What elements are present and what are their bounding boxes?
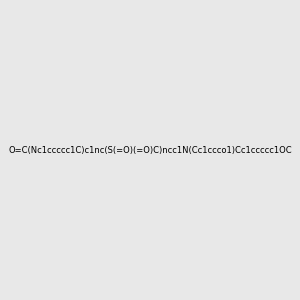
Text: O=C(Nc1ccccc1C)c1nc(S(=O)(=O)C)ncc1N(Cc1ccco1)Cc1ccccc1OC: O=C(Nc1ccccc1C)c1nc(S(=O)(=O)C)ncc1N(Cc1… bbox=[8, 146, 292, 154]
